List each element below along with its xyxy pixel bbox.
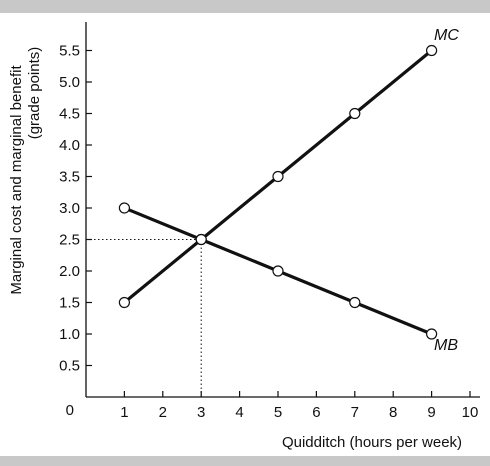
x-tick-label: 8 [389, 404, 397, 421]
y-tick-label: 1.5 [59, 295, 80, 312]
series-layer [118, 44, 438, 340]
y-tick-label: 2.0 [59, 263, 80, 280]
y-axis-title-line1: Marginal cost and marginal benefit [8, 65, 25, 295]
mc-point [426, 44, 438, 57]
x-tick-label: 4 [235, 404, 243, 421]
origin-label: 0 [66, 402, 74, 419]
mb-point [349, 296, 361, 309]
y-tick-label: 2.5 [59, 232, 80, 249]
axes: 0.5 1.0 1.5 2.0 2.5 3.0 3.5 4.0 4.5 5.0 5.5 1 2 3 4 5 6 7… [59, 22, 480, 421]
mb-curve-label: MB [434, 337, 458, 354]
y-tick-label: 3.0 [59, 200, 80, 217]
mb-point [118, 202, 131, 214]
y-tick-label: 1.0 [59, 326, 80, 343]
y-tick-label: 4.5 [59, 106, 80, 123]
mb-point [195, 233, 207, 246]
y-axis-title-line2: (grade points) [26, 47, 43, 140]
labels-layer: Quidditch (hours per week) Marginal cost … [8, 27, 462, 451]
mc-curve-label: MC [434, 27, 459, 44]
mb-point [272, 265, 284, 277]
x-tick-label: 1 [120, 404, 128, 421]
x-axis-title: Quidditch (hours per week) [282, 434, 462, 451]
x-tick-label: 5 [274, 404, 282, 421]
x-tick-label: 3 [197, 404, 205, 421]
x-tick-label: 2 [159, 404, 167, 421]
y-tick-label: 4.0 [59, 137, 80, 154]
y-tick-label: 5.5 [59, 43, 80, 60]
y-tick-label: 5.0 [59, 74, 80, 91]
bottom-band [0, 456, 490, 466]
x-tick-label: 9 [427, 404, 435, 421]
x-tick-label: 10 [462, 404, 479, 421]
mb-point [426, 328, 438, 340]
mc-point [349, 107, 361, 120]
x-tick-label: 6 [312, 404, 320, 421]
top-band [0, 0, 490, 13]
y-tick-label: 0.5 [59, 358, 80, 375]
y-tick-label: 3.5 [59, 169, 80, 186]
mc-point [118, 296, 131, 309]
guide-lines [86, 239, 202, 397]
mc-point [272, 170, 284, 183]
x-tick-label: 7 [351, 404, 359, 421]
